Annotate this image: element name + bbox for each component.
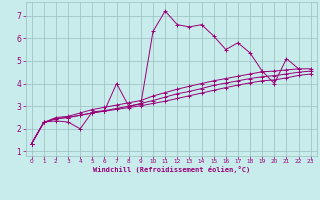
X-axis label: Windchill (Refroidissement éolien,°C): Windchill (Refroidissement éolien,°C): [92, 166, 250, 173]
